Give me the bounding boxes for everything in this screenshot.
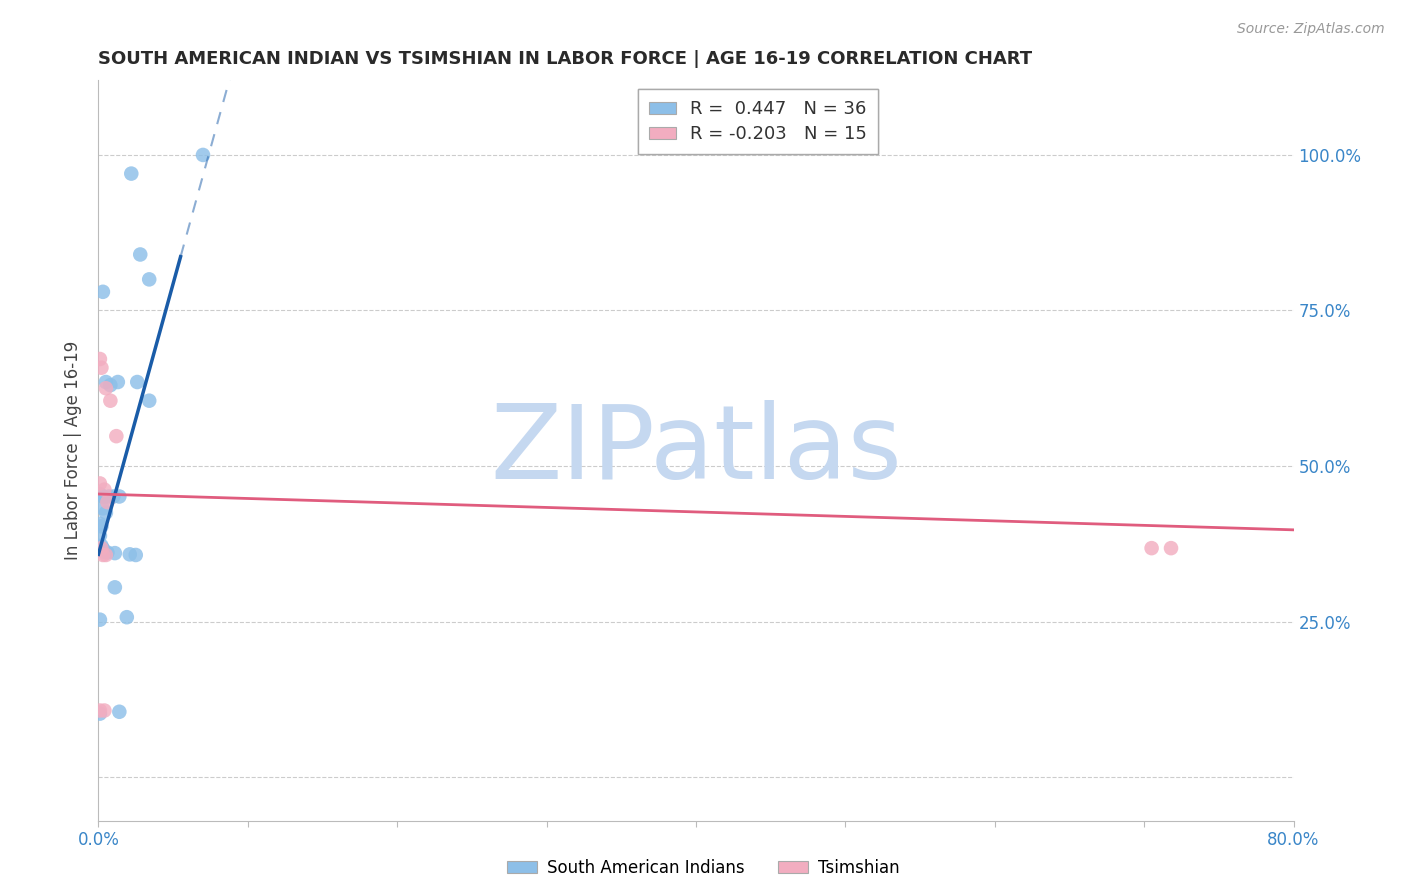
Point	[104, 546, 127, 560]
Text: ZIPatlas: ZIPatlas	[491, 400, 901, 501]
Point	[93, 704, 115, 718]
Legend: South American Indians, Tsimshian: South American Indians, Tsimshian	[501, 853, 905, 884]
Point	[89, 351, 111, 366]
Point	[191, 148, 214, 162]
Point	[94, 506, 117, 520]
Point	[89, 516, 111, 531]
Point	[91, 541, 114, 556]
Point	[90, 541, 112, 556]
Point	[104, 580, 127, 594]
Point	[89, 476, 111, 491]
Point	[125, 548, 148, 562]
Point	[89, 529, 111, 543]
Legend: R =  0.447   N = 36, R = -0.203   N = 15: R = 0.447 N = 36, R = -0.203 N = 15	[638, 89, 879, 154]
Y-axis label: In Labor Force | Age 16-19: In Labor Force | Age 16-19	[65, 341, 83, 560]
Point	[94, 548, 117, 562]
Point	[118, 547, 141, 561]
Point	[96, 495, 118, 509]
Point	[90, 360, 112, 375]
Point	[105, 429, 128, 443]
Point	[1160, 541, 1182, 556]
Point	[94, 375, 117, 389]
Point	[120, 167, 142, 181]
Point	[138, 393, 160, 408]
Point	[108, 705, 131, 719]
Point	[93, 490, 115, 504]
Point	[89, 706, 111, 721]
Point	[93, 545, 115, 559]
Point	[93, 483, 115, 497]
Text: SOUTH AMERICAN INDIAN VS TSIMSHIAN IN LABOR FORCE | AGE 16-19 CORRELATION CHART: SOUTH AMERICAN INDIAN VS TSIMSHIAN IN LA…	[98, 50, 1032, 68]
Point	[89, 613, 111, 627]
Point	[89, 704, 111, 718]
Point	[96, 545, 118, 559]
Point	[103, 490, 125, 504]
Point	[1140, 541, 1163, 556]
Point	[90, 519, 112, 533]
Point	[91, 285, 114, 299]
Point	[138, 272, 160, 286]
Text: Source: ZipAtlas.com: Source: ZipAtlas.com	[1237, 22, 1385, 37]
Point	[115, 610, 138, 624]
Point	[94, 381, 117, 395]
Point	[90, 489, 112, 503]
Point	[91, 501, 114, 516]
Point	[91, 548, 114, 562]
Point	[89, 487, 111, 501]
Point	[107, 375, 129, 389]
Point	[129, 247, 152, 261]
Point	[98, 378, 122, 392]
Point	[97, 490, 120, 504]
Point	[98, 393, 122, 408]
Point	[108, 490, 131, 504]
Point	[90, 539, 112, 553]
Point	[127, 375, 149, 389]
